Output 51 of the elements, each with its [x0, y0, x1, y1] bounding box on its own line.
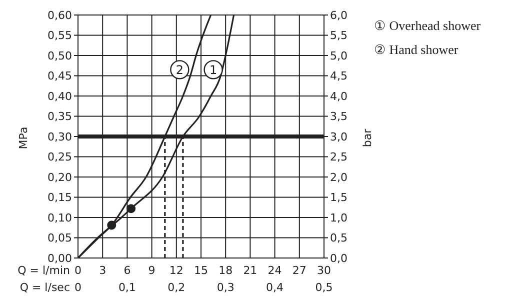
y2-tick-label: 4,5 [330, 70, 348, 83]
y2-tick-label: 3,0 [330, 130, 348, 144]
text: ② Hand shower [374, 42, 458, 57]
y2-tick-label: 0,0 [330, 252, 348, 265]
x2-tick-label: 0,3 [216, 281, 236, 295]
y-tick-label: 0,50 [48, 49, 72, 62]
annotation: 2 [176, 62, 184, 77]
x-tick-label: 18 [218, 264, 233, 277]
y2-tick-label: 1,5 [330, 191, 348, 204]
y-tick-label: 0,45 [48, 70, 72, 83]
y-tick-label: 0,30 [48, 130, 72, 144]
y-tick-label: 0,35 [48, 110, 72, 124]
y2-tick-label: 4,0 [330, 90, 348, 103]
y-tick-label: 0,40 [48, 90, 72, 103]
y2-tick-label: 5,5 [330, 29, 348, 42]
y2-tick-label: 0,5 [330, 232, 348, 245]
y2-axis-title: bar [361, 128, 375, 148]
x-tick-label: 30 [317, 264, 331, 277]
y-tick-label: 0,05 [48, 232, 72, 245]
y2-tick-label: 2,5 [330, 150, 348, 164]
x-tick-label: 0 [74, 264, 82, 277]
x2-tick-label: 0,5 [314, 281, 334, 295]
x-tick-label: 12 [169, 264, 184, 277]
y-tick-label: 0,25 [48, 150, 72, 164]
x-tick-label: 27 [292, 264, 306, 277]
y-tick-label: 0,10 [48, 211, 72, 224]
x-tick-label: 6 [124, 264, 131, 277]
x-tick-label: 24 [268, 264, 282, 277]
x-tick-label: 21 [243, 264, 258, 277]
x2-axis-title: Q = l/sec [18, 281, 70, 295]
y-tick-label: 0,55 [48, 29, 72, 42]
x-tick-label: 9 [148, 264, 156, 277]
y2-tick-label: 5,0 [330, 49, 348, 62]
x2-tick-label: 0,4 [265, 281, 285, 295]
text: ① Overhead shower [374, 18, 481, 33]
annotation: 1 [209, 62, 218, 77]
y2-tick-label: 2,0 [330, 170, 348, 184]
y-tick-label: 0,15 [48, 191, 72, 204]
y-tick-label: 0,20 [48, 170, 72, 184]
x2-tick-label: 0,1 [117, 281, 137, 295]
x2-tick-label: 0,2 [166, 281, 186, 295]
x2-tick-label: 0 [74, 281, 82, 294]
y2-tick-label: 3,5 [330, 110, 348, 124]
y-tick-label: 0,00 [48, 252, 72, 265]
y-tick-label: 0,60 [48, 8, 72, 22]
x-tick-label: 15 [194, 264, 208, 277]
y2-tick-label: 6,0 [330, 8, 348, 22]
y-axis-title: MPa [17, 126, 31, 150]
x-tick-label: 3 [99, 264, 106, 277]
y2-tick-label: 1,0 [330, 211, 348, 224]
x-axis-title: Q = l/min [16, 264, 70, 278]
